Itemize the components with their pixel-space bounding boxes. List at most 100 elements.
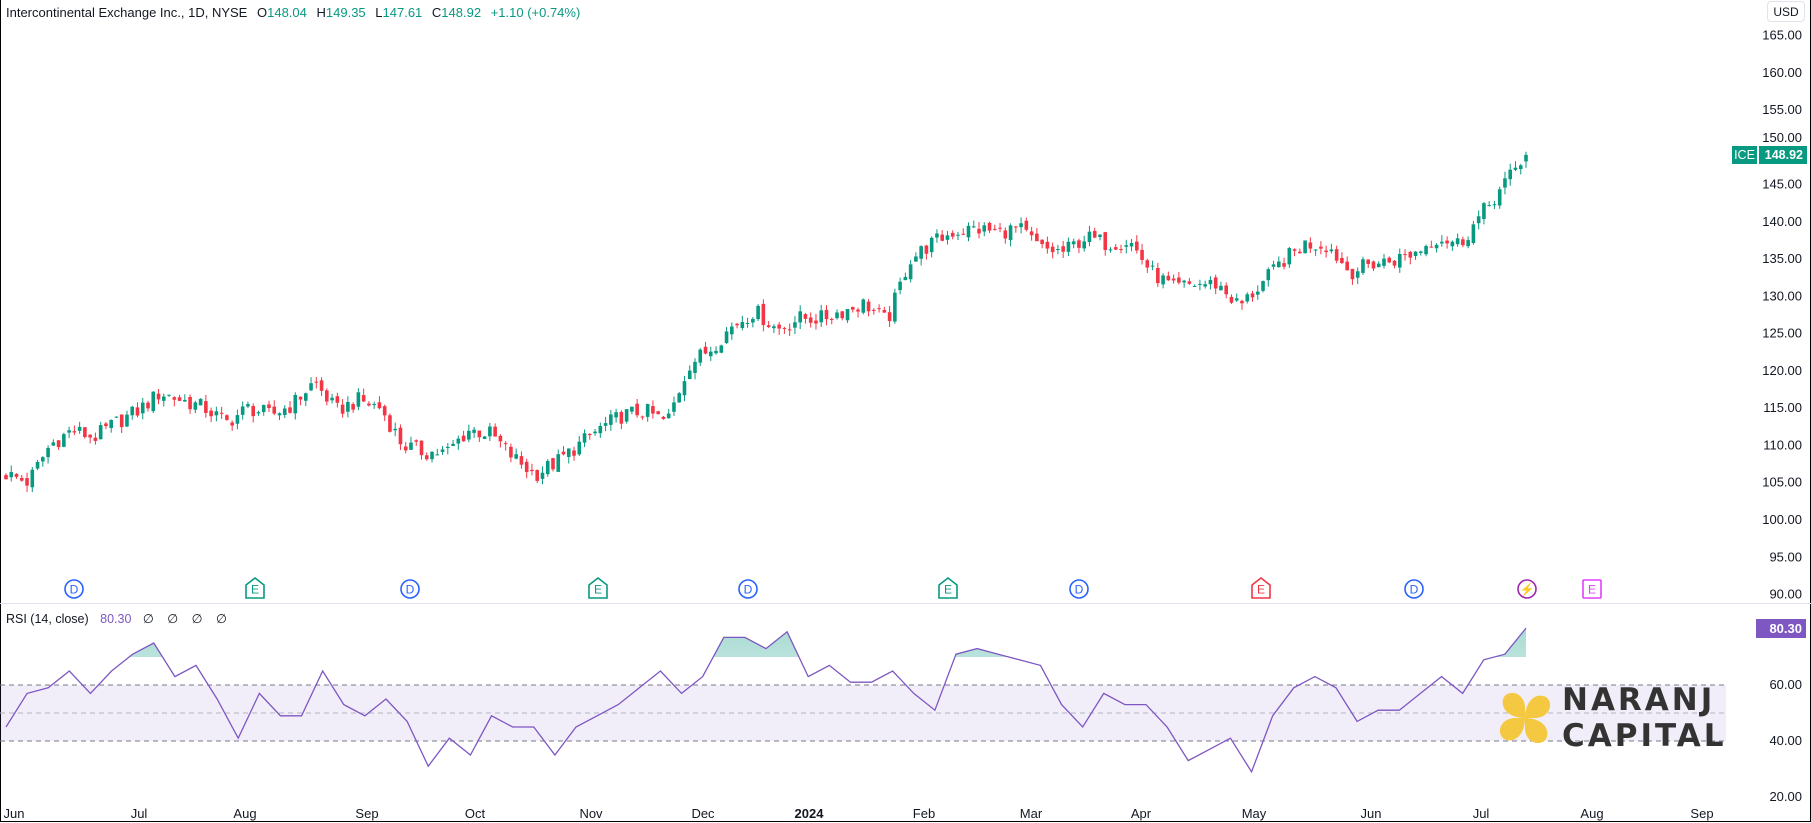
candle-body [1487, 205, 1491, 207]
candle-body [740, 322, 745, 328]
time-axis-label: Feb [913, 806, 935, 821]
candle-body [992, 228, 997, 230]
candle-body [677, 393, 682, 403]
candle-body [929, 237, 934, 253]
candle-body [635, 403, 639, 416]
candle-body [161, 396, 166, 401]
candle-body [914, 256, 918, 262]
candle-body [1129, 242, 1134, 247]
candle-body [1140, 249, 1144, 261]
candle-body [624, 409, 629, 422]
time-axis-label: Dec [691, 806, 715, 821]
candle-body [1092, 230, 1097, 238]
close-value: 148.92 [441, 5, 482, 20]
candle-body [1113, 247, 1118, 250]
time-axis-label: Sep [1690, 806, 1713, 821]
event-label: ⚡ [1520, 583, 1535, 597]
earnings-upcoming-event-icon[interactable]: E [1582, 579, 1602, 599]
candle-body [987, 222, 992, 231]
rsi-legend[interactable]: RSI (14, close) 80.30 ∅ ∅ ∅ ∅ [6, 611, 237, 626]
price-axis-label: 145.00 [1762, 177, 1802, 192]
candle-body [288, 407, 292, 413]
candle-body [62, 434, 66, 447]
candle-body [1082, 241, 1087, 249]
candle-body [1324, 250, 1328, 253]
candle-body [593, 431, 597, 434]
candle-body [956, 234, 960, 236]
candle-body [167, 394, 171, 396]
candle-body [1287, 248, 1292, 265]
rsi-title[interactable]: RSI (14, close) [6, 612, 89, 626]
naranj-capital-watermark: NARANJ CAPITAL [1496, 682, 1726, 754]
rsi-value-tag-text: 80.30 [1769, 621, 1802, 636]
candle-body [56, 440, 61, 448]
candle-body [803, 314, 808, 319]
dividend-event-icon[interactable]: D [64, 579, 84, 599]
candle-body [814, 320, 818, 324]
candle-body [1329, 249, 1334, 252]
candle-body [146, 402, 150, 409]
event-label: E [944, 583, 952, 597]
dividend-event-icon[interactable]: D [1404, 579, 1424, 599]
last-price-tag-text: 148.92 [1765, 148, 1803, 162]
dividend-event-icon[interactable]: D [738, 579, 758, 599]
candle-body [135, 407, 140, 416]
split-flash-event-icon[interactable]: ⚡ [1517, 579, 1537, 599]
candle-body [1071, 241, 1076, 245]
candle-body [9, 472, 14, 478]
candle-body [482, 436, 487, 439]
candle-body [1361, 259, 1365, 273]
candle-body [177, 397, 182, 401]
candle-body [493, 426, 497, 437]
candle-body [1345, 261, 1349, 271]
candle-body [971, 226, 976, 228]
last-price-tag [1759, 146, 1807, 164]
time-axis-label: Jul [131, 806, 148, 821]
rsi-axis[interactable]: 80.30 60.00 40.00 20.00 [1756, 619, 1806, 804]
candle-body [724, 331, 729, 344]
candle-body [735, 323, 739, 326]
candle-body [1382, 258, 1386, 266]
candle-body [1482, 203, 1486, 220]
rsi-extra-value: ∅ [167, 612, 179, 626]
candle-body [1208, 279, 1213, 285]
candle-body [1308, 242, 1313, 249]
symbol-title[interactable]: Intercontinental Exchange Inc., 1D, NYSE [6, 5, 248, 20]
dividend-event-icon[interactable]: D [400, 579, 420, 599]
candle-body [777, 324, 781, 329]
candle-body [787, 329, 792, 331]
candle-body [198, 398, 203, 406]
candle-body [1434, 244, 1439, 249]
time-axis[interactable]: Jun Jul Aug Sep Oct Nov Dec 2024 Feb Mar Apr May Jun… [4, 806, 1714, 821]
candle-body [872, 309, 876, 311]
candle-body [309, 383, 313, 391]
candle-body [98, 425, 103, 440]
candle-body [1108, 249, 1113, 251]
dividend-event-icon[interactable]: D [1069, 579, 1089, 599]
high-value: 149.35 [325, 5, 366, 20]
price-axis-label: 160.00 [1762, 65, 1802, 80]
earnings-event-icon[interactable]: E [938, 576, 958, 599]
earnings-miss-event-icon[interactable]: E [1251, 576, 1271, 599]
earnings-event-icon[interactable]: E [245, 576, 265, 599]
candle-body [561, 451, 566, 455]
naranj-logo-icon [1499, 692, 1551, 744]
candle-body [1303, 240, 1307, 254]
candle-body [30, 469, 35, 488]
price-axis[interactable]: 165.00 160.00 155.00 150.00 145.00 140.00 135.… [1762, 28, 1802, 602]
price-axis-label: 90.00 [1769, 587, 1802, 602]
time-axis-label: Nov [579, 806, 603, 821]
candle-body [409, 442, 413, 450]
candle-body [1397, 253, 1402, 268]
candle-body [861, 299, 866, 313]
low-label: L [375, 5, 383, 20]
candle-body [1035, 233, 1039, 242]
candle-body [1224, 285, 1229, 295]
currency-button[interactable]: USD [1767, 1, 1805, 22]
candle-body [540, 472, 545, 479]
candle-body [4, 475, 8, 480]
symbol-legend[interactable]: Intercontinental Exchange Inc., 1D, NYSE… [6, 5, 580, 20]
candle-body [1234, 298, 1239, 301]
earnings-event-icon[interactable]: E [588, 576, 608, 599]
